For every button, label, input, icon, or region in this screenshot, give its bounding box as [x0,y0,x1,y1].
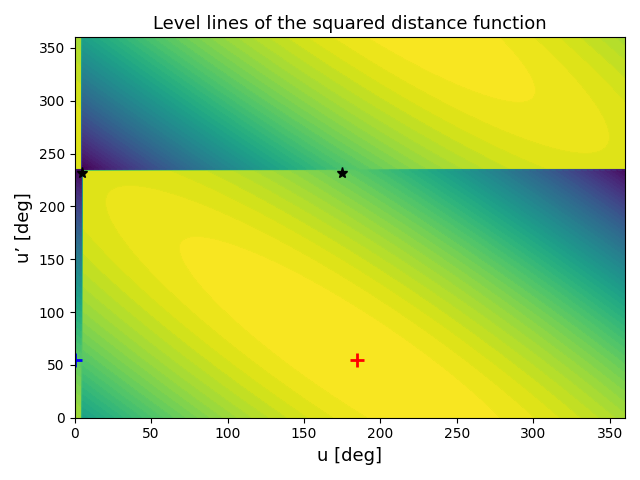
Title: Level lines of the squared distance function: Level lines of the squared distance func… [153,15,547,33]
Y-axis label: u’ [deg]: u’ [deg] [15,192,33,263]
X-axis label: u [deg]: u [deg] [317,447,382,465]
